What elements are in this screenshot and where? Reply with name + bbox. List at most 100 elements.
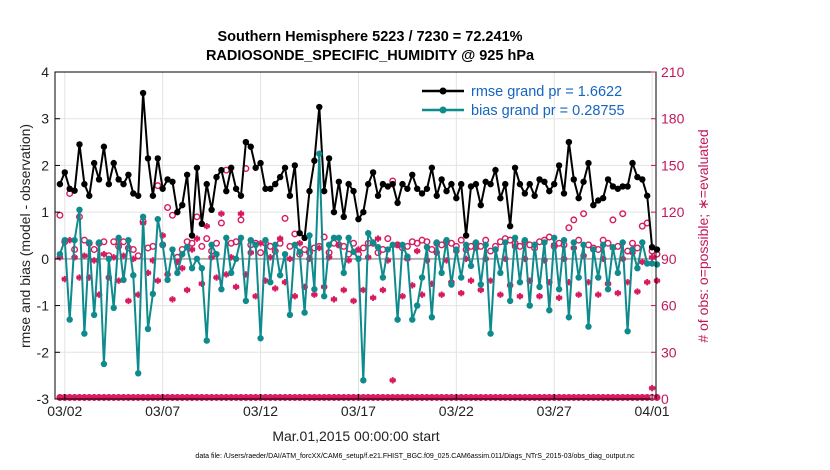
obs-possible-point [565, 224, 573, 232]
y-axis-label-right: # of obs: o=possible; ∗=evaluated [695, 129, 711, 342]
obs-evaluated-point [467, 277, 475, 284]
rmse-point [599, 194, 607, 202]
bias-point [301, 309, 308, 316]
rmse-point [595, 197, 602, 204]
obs-evaluated-point [276, 235, 284, 242]
rmse-point [316, 103, 323, 111]
obs-evaluated-point [653, 277, 661, 284]
obs-evaluated-point [369, 294, 377, 301]
bias-point [521, 236, 529, 244]
bias-point [281, 250, 289, 258]
rmse-point [590, 201, 597, 209]
rmse-point [198, 220, 206, 228]
rmse-point [320, 187, 328, 195]
obs-possible-point [110, 238, 118, 246]
bias-point [487, 330, 494, 337]
bias-point [188, 265, 196, 272]
rmse-point [443, 187, 450, 195]
bias-point [203, 337, 210, 344]
bias-point [105, 255, 113, 263]
y-tick-label-right: 30 [661, 344, 677, 360]
obs-possible-point [629, 239, 637, 247]
rmse-point [409, 171, 416, 178]
rmse-point [428, 164, 436, 171]
x-tick-label: 03/17 [341, 403, 376, 419]
rmse-point [477, 201, 484, 209]
obs-possible-point [90, 246, 98, 254]
rmse-point [291, 162, 299, 169]
bias-point [360, 377, 367, 384]
legend-bias-marker [439, 106, 447, 114]
rmse-point [384, 183, 392, 190]
bias-point [477, 281, 484, 288]
bias-point [565, 314, 573, 321]
rmse-point [404, 185, 411, 192]
rmse-point [448, 180, 455, 188]
bias-point [355, 255, 362, 263]
y-tick-label-right: 180 [661, 111, 685, 127]
rmse-point [482, 178, 489, 185]
rmse-point [546, 187, 553, 195]
x-tick-label: 03/12 [243, 403, 278, 419]
bias-point [276, 272, 284, 279]
y-tick-label-left: -3 [37, 391, 50, 407]
bias-point [291, 241, 299, 249]
bias-point [90, 311, 98, 319]
obs-evaluated-point [477, 286, 485, 294]
rmse-point [502, 180, 509, 188]
bias-point [100, 360, 108, 368]
rmse-point [179, 201, 186, 209]
rmse-point [281, 164, 289, 171]
bias-point [208, 241, 215, 249]
obs-evaluated-point [169, 296, 176, 303]
bias-point [76, 206, 83, 214]
axis-ticks: -3 -2 -1 0 1 2 3 4 0 30 60 90 120 150 180 210 03/02 03/07… [37, 64, 685, 419]
bias-point [453, 246, 460, 253]
y-tick-label-left: -1 [37, 298, 50, 314]
rmse-point [159, 185, 166, 192]
rmse-point [413, 185, 421, 192]
rmse-point [565, 138, 573, 146]
obs-evaluated-point [389, 377, 396, 384]
bias-point [135, 370, 142, 377]
y-tick-label-right: 60 [661, 298, 677, 314]
rmse-point [115, 176, 122, 183]
bias-point [179, 250, 186, 258]
bias-point [609, 243, 617, 251]
bias-point [257, 335, 264, 342]
obs-possible-point [580, 210, 588, 218]
rmse-point [360, 208, 367, 216]
obs-possible-point [619, 210, 627, 218]
obs-evaluated-point [497, 291, 504, 298]
bias-point [555, 286, 563, 293]
rmse-point [585, 159, 592, 167]
bias-point [575, 274, 582, 281]
bias-point [130, 272, 137, 279]
bias-point [467, 262, 475, 270]
obs-evaluated-point [154, 277, 162, 284]
obs-evaluated-point [457, 289, 465, 297]
rmse-point [487, 180, 494, 188]
bias-point [585, 323, 592, 330]
bias-point [218, 286, 225, 293]
rmse-point [399, 180, 406, 188]
rmse-point [467, 183, 475, 190]
bias-point [198, 265, 206, 272]
obs-possible-point [237, 216, 245, 224]
y-tick-label-left: 2 [41, 157, 49, 173]
bias-point [144, 325, 152, 333]
bias-point [340, 269, 347, 277]
bias-point [428, 314, 436, 321]
obs-possible-point [198, 242, 206, 250]
bias-point [183, 243, 191, 251]
rmse-point [453, 194, 460, 202]
bias-point [330, 234, 338, 242]
obs-evaluated-point [340, 286, 348, 294]
bias-point [242, 297, 250, 305]
x-tick-label: 03/07 [145, 403, 180, 419]
obs-evaluated-point [330, 296, 338, 303]
rmse-point [223, 187, 230, 195]
rmse-point [526, 180, 533, 188]
obs-evaluated-point [125, 297, 132, 305]
bias-point [154, 215, 161, 223]
